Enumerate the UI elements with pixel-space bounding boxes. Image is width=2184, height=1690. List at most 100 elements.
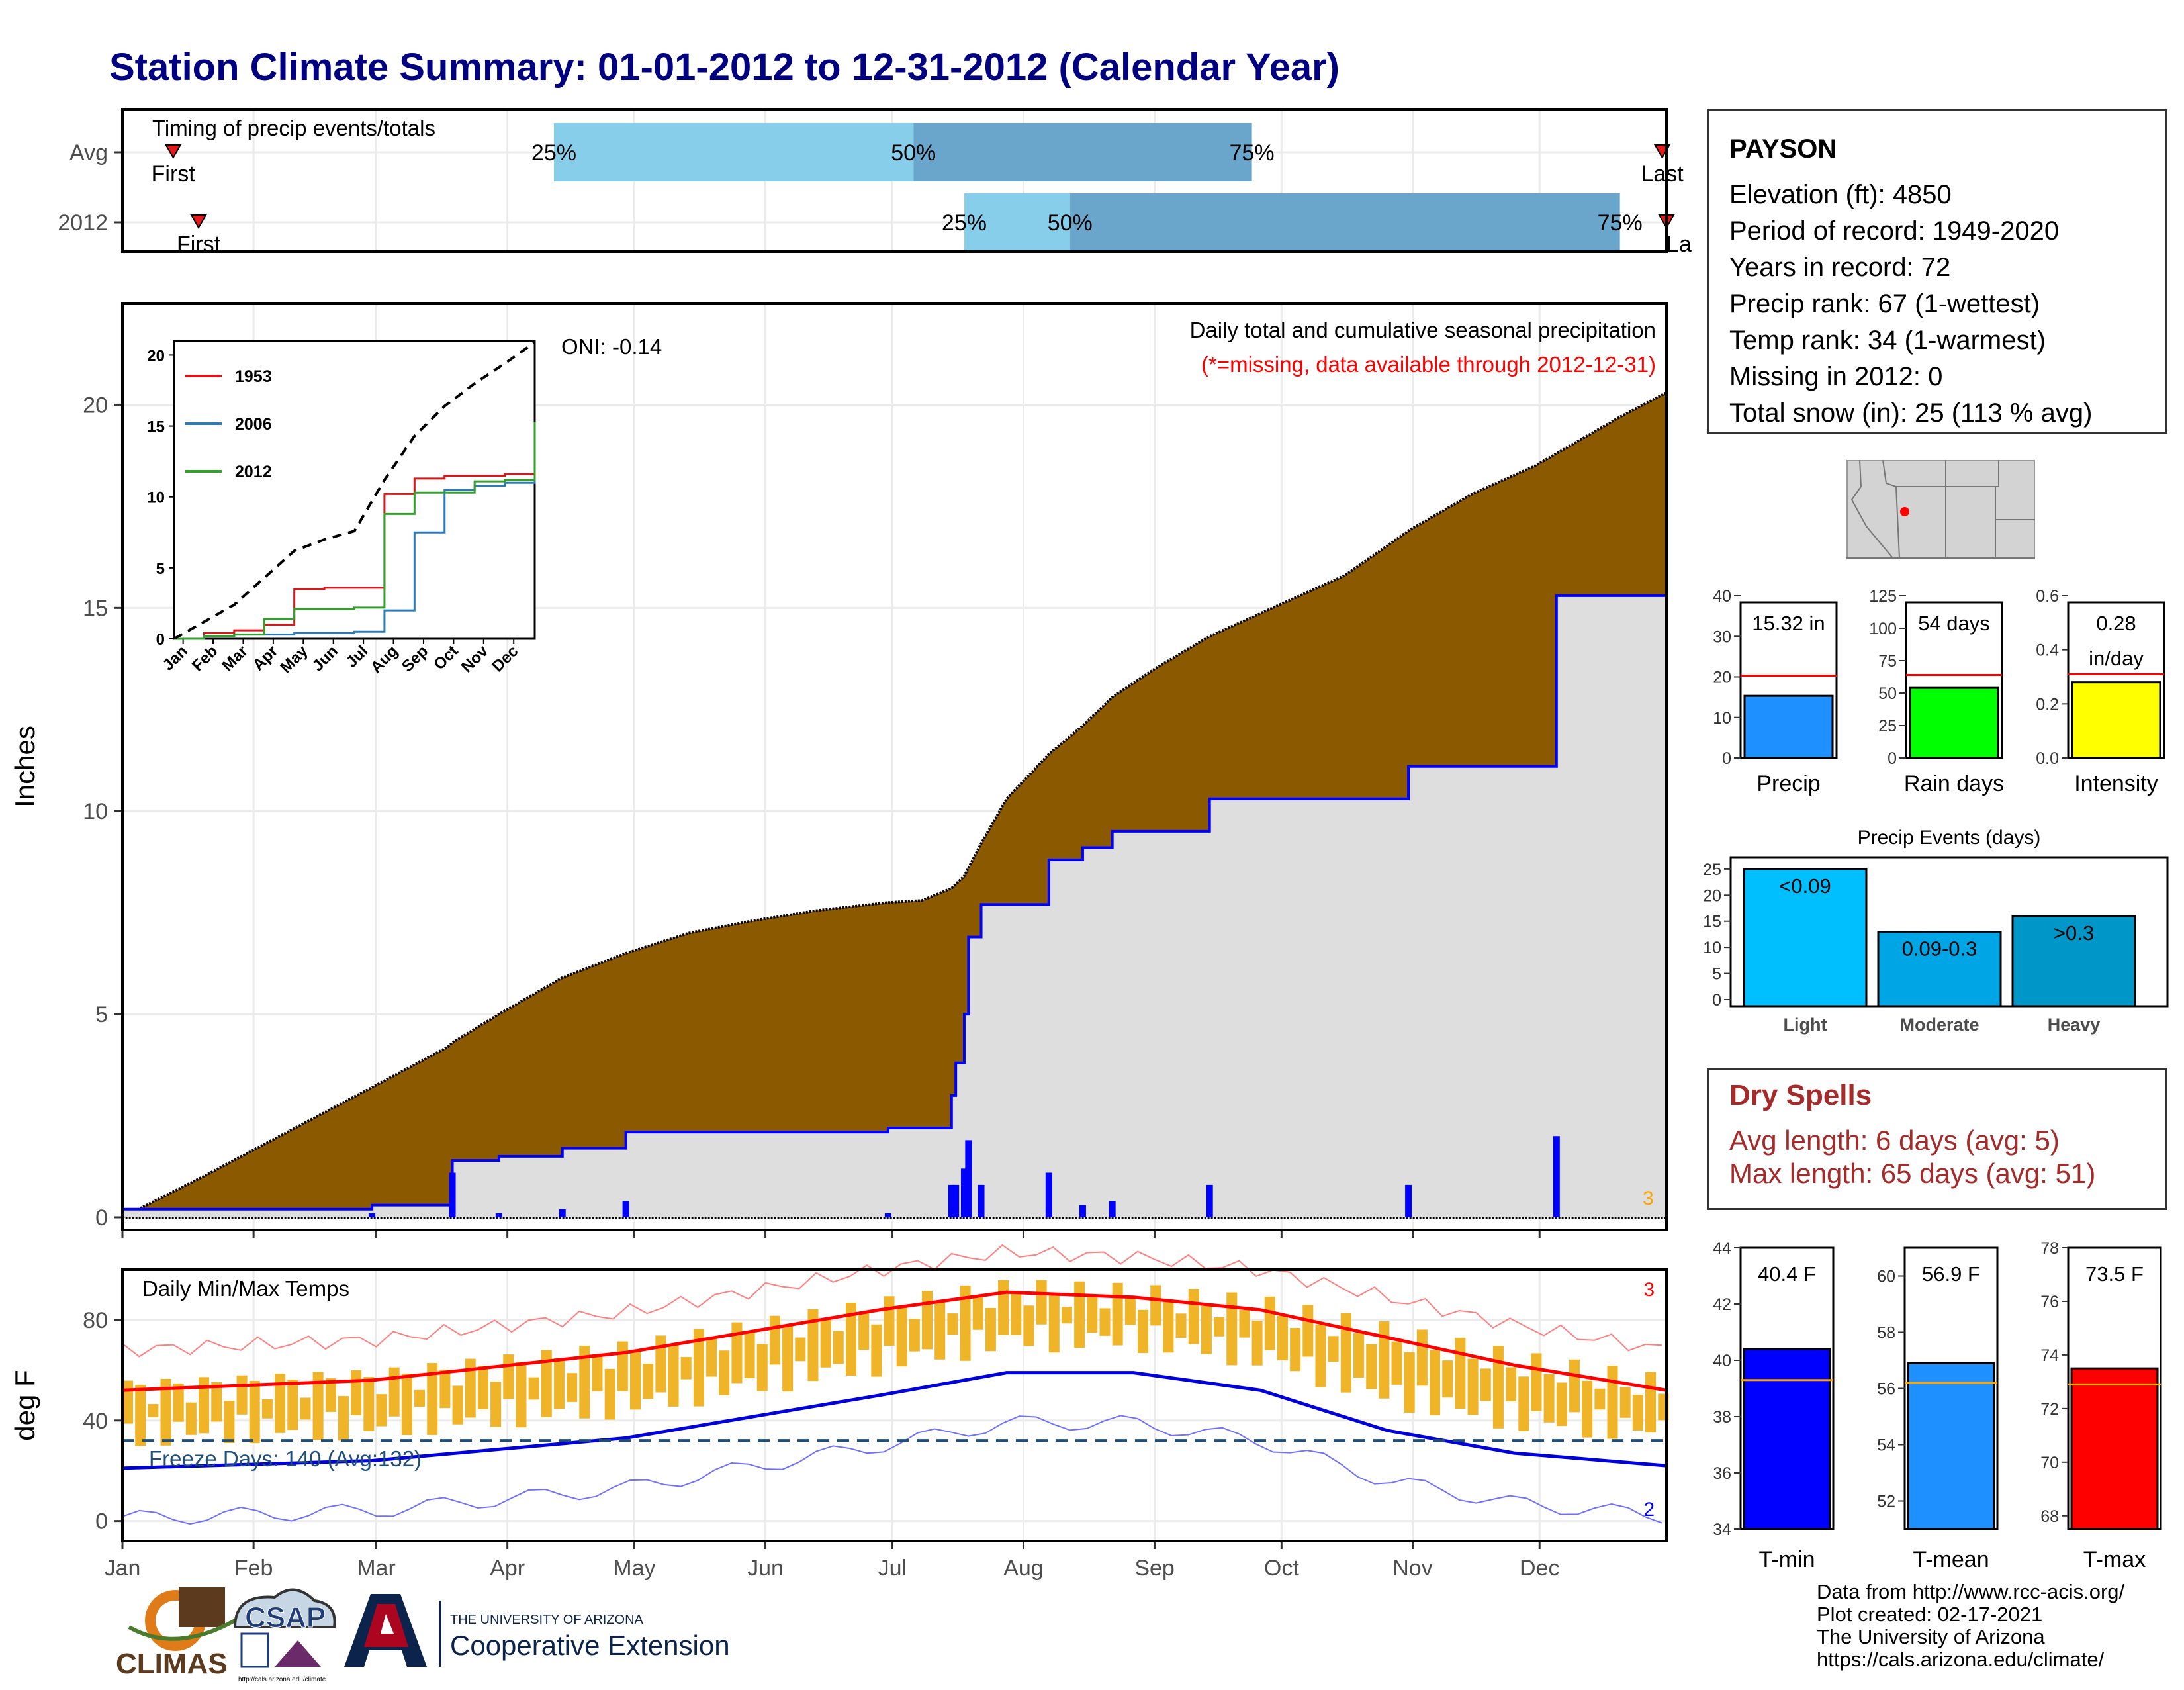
- daily-temp-range-bar: [1163, 1301, 1174, 1353]
- inset-y-tick-label: 5: [156, 560, 165, 578]
- temp-x-tick-label: Mar: [357, 1556, 396, 1581]
- cumulative-2012-line: [122, 594, 1666, 1211]
- temp-summary-bar-0: [1743, 1348, 1831, 1530]
- mini-y-tick-label: 0: [1888, 749, 1897, 768]
- mini-value-label-0: 15.32 in: [1752, 612, 1825, 635]
- daily-temp-range-bar: [160, 1378, 171, 1446]
- timing-percent-label-2: 75%: [1230, 140, 1275, 165]
- main-y-tick-label: 20: [83, 393, 108, 418]
- daily-temp-range-bar: [1506, 1367, 1517, 1402]
- temp-summary-y-tick-label: 76: [2040, 1293, 2059, 1311]
- avg-max-temp-line: [122, 1290, 1667, 1392]
- events-bar-2: [2011, 915, 2136, 1008]
- daily-temp-range-bar: [1430, 1350, 1441, 1415]
- daily-temp-range-bar: [1543, 1374, 1555, 1423]
- temp-x-tick-label: Feb: [234, 1556, 273, 1581]
- events-y-tick-label: 10: [1703, 939, 1721, 957]
- temp-summary-value-1: 56.9 F: [1922, 1262, 1980, 1286]
- daily-precip-bar: [559, 1209, 566, 1217]
- daily-temp-range-bar: [643, 1363, 654, 1399]
- temp-x-tick-label: May: [613, 1556, 655, 1581]
- mini-y-tick-label: 20: [1713, 669, 1731, 687]
- daily-precip-bar: [1045, 1172, 1052, 1217]
- daily-temp-range-bar: [1112, 1282, 1123, 1346]
- events-title: Precip Events (days): [1858, 827, 2041, 849]
- daily-temp-range-bar: [1315, 1324, 1326, 1387]
- daily-temp-range-bar: [1492, 1346, 1504, 1429]
- daily-temp-range-bar: [173, 1383, 184, 1422]
- daily-temp-range-bar: [833, 1331, 844, 1364]
- daily-temp-range-bar: [1582, 1380, 1593, 1438]
- daily-temp-range-bar: [579, 1346, 590, 1419]
- oni-label: ONI: -0.14: [561, 334, 662, 359]
- daily-temp-range-bar: [1124, 1298, 1136, 1325]
- station-location-marker: [1900, 507, 1909, 516]
- daily-temp-range-bar: [922, 1291, 933, 1350]
- events-y-tick-label: 15: [1703, 913, 1721, 931]
- temp-summary-y-tick-label: 38: [1713, 1408, 1731, 1427]
- daily-temp-range-bar: [300, 1397, 311, 1420]
- years-text: Years in record: 72: [1729, 253, 1951, 282]
- daily-precip-bar: [884, 1213, 891, 1217]
- events-y-tick-label: 5: [1712, 965, 1721, 984]
- timing-frame: [121, 108, 1668, 253]
- temp-x-tick-label: Jun: [747, 1556, 784, 1581]
- daily-temp-range-bar: [1239, 1309, 1250, 1338]
- timing-row-label: Avg: [69, 140, 108, 165]
- temp-summary-y-tick-label: 54: [1877, 1436, 1895, 1455]
- daily-temp-range-bar: [1061, 1307, 1072, 1324]
- temp-corner-top: 3: [1643, 1279, 1655, 1301]
- daily-temp-range-bar: [1632, 1394, 1643, 1431]
- inset-y-tick-label: 20: [147, 347, 165, 365]
- temp-x-tick-label: Sep: [1134, 1556, 1175, 1581]
- temp-summary-category-1: T-mean: [1913, 1547, 1989, 1572]
- inset-y-tick-label: 0: [156, 631, 165, 649]
- daily-precip-bar: [948, 1184, 955, 1217]
- inset-legend-label: 2012: [235, 463, 272, 481]
- daily-temp-range-bar: [731, 1322, 743, 1384]
- daily-temp-range-bar: [1175, 1313, 1187, 1338]
- inset-y-tick-label: 15: [147, 418, 165, 436]
- ua-top-text: THE UNIVERSITY OF ARIZONA: [450, 1613, 644, 1627]
- main-y-tick-label: 0: [95, 1205, 108, 1231]
- climas-logo-text: CLIMAS: [116, 1648, 228, 1680]
- daily-temp-range-bar: [1264, 1296, 1275, 1350]
- daily-temp-range-bar: [1416, 1329, 1428, 1386]
- daily-temp-range-bar: [1340, 1313, 1351, 1393]
- inset-legend-label: 2006: [235, 415, 272, 434]
- footer-plot-created: Plot created: 02-17-2021: [1817, 1603, 2043, 1626]
- daily-temp-range-bar: [858, 1313, 870, 1350]
- daily-temp-range-bar: [896, 1307, 907, 1367]
- mini-y-tick-label: 0.6: [2036, 587, 2059, 606]
- daily-temp-range-bar: [909, 1319, 920, 1352]
- daily-temp-range-bar: [1594, 1388, 1606, 1410]
- daily-temp-range-bar: [236, 1375, 248, 1415]
- main-y-tick-label: 15: [83, 596, 108, 621]
- daily-precip-bar: [369, 1213, 376, 1217]
- daily-temp-range-bar: [427, 1363, 438, 1435]
- temp-summary-y-tick-label: 44: [1713, 1239, 1731, 1258]
- temp-summary-y-tick-label: 72: [2040, 1400, 2059, 1419]
- daily-temp-range-bar: [477, 1366, 488, 1409]
- daily-temp-range-bar: [1290, 1328, 1301, 1372]
- events-bar-1: [1877, 931, 2002, 1008]
- daily-temp-range-bar: [934, 1302, 946, 1360]
- climas-logo: CLIMAS: [116, 1587, 236, 1680]
- dry-spells-box: Dry Spells Avg length: 6 days (avg: 5) M…: [1707, 1068, 2167, 1210]
- daily-temp-range-bar: [1366, 1344, 1377, 1389]
- main-frame: [121, 302, 1668, 1231]
- daily-temp-range-bar: [1556, 1382, 1567, 1427]
- footer-url: https://cals.arizona.edu/climate/: [1817, 1648, 2105, 1671]
- daily-temp-range-bar: [452, 1385, 463, 1425]
- station-name: PAYSON: [1729, 134, 1837, 164]
- daily-temp-range-bar: [439, 1370, 451, 1409]
- daily-temp-range-bar: [1404, 1352, 1415, 1413]
- temp-y-tick-label: 40: [83, 1409, 108, 1434]
- temp-summary-y-tick-label: 74: [2040, 1346, 2059, 1365]
- dry-spells-max: Max length: 65 days (avg: 51): [1729, 1158, 2096, 1189]
- timing-first-label: First: [152, 162, 196, 187]
- mini-category-label-1: Rain days: [1904, 771, 2004, 796]
- daily-temp-range-bar: [185, 1402, 197, 1435]
- timing-percent-label-1: 50%: [1048, 211, 1093, 236]
